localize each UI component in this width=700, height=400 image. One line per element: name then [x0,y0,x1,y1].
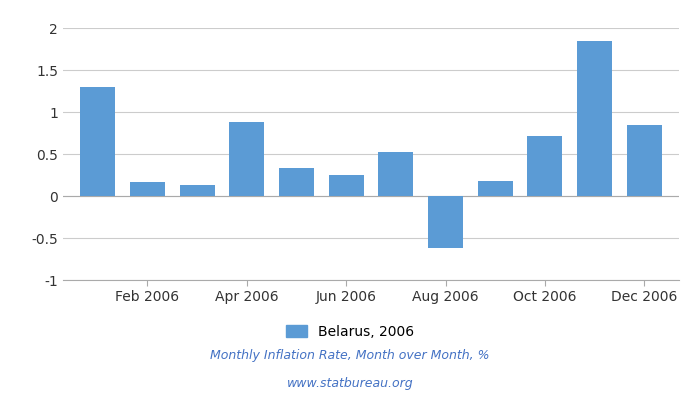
Bar [130,182,164,196]
Bar [528,136,562,196]
Bar [230,122,264,196]
Bar [578,41,612,196]
Text: www.statbureau.org: www.statbureau.org [287,378,413,390]
Bar [626,125,662,196]
Text: Monthly Inflation Rate, Month over Month, %: Monthly Inflation Rate, Month over Month… [210,350,490,362]
Bar [80,87,116,196]
Bar [180,185,214,196]
Bar [379,152,413,196]
Bar [329,175,363,196]
Legend: Belarus, 2006: Belarus, 2006 [281,319,419,344]
Bar [279,168,314,196]
Bar [478,181,512,196]
Bar [428,196,463,248]
